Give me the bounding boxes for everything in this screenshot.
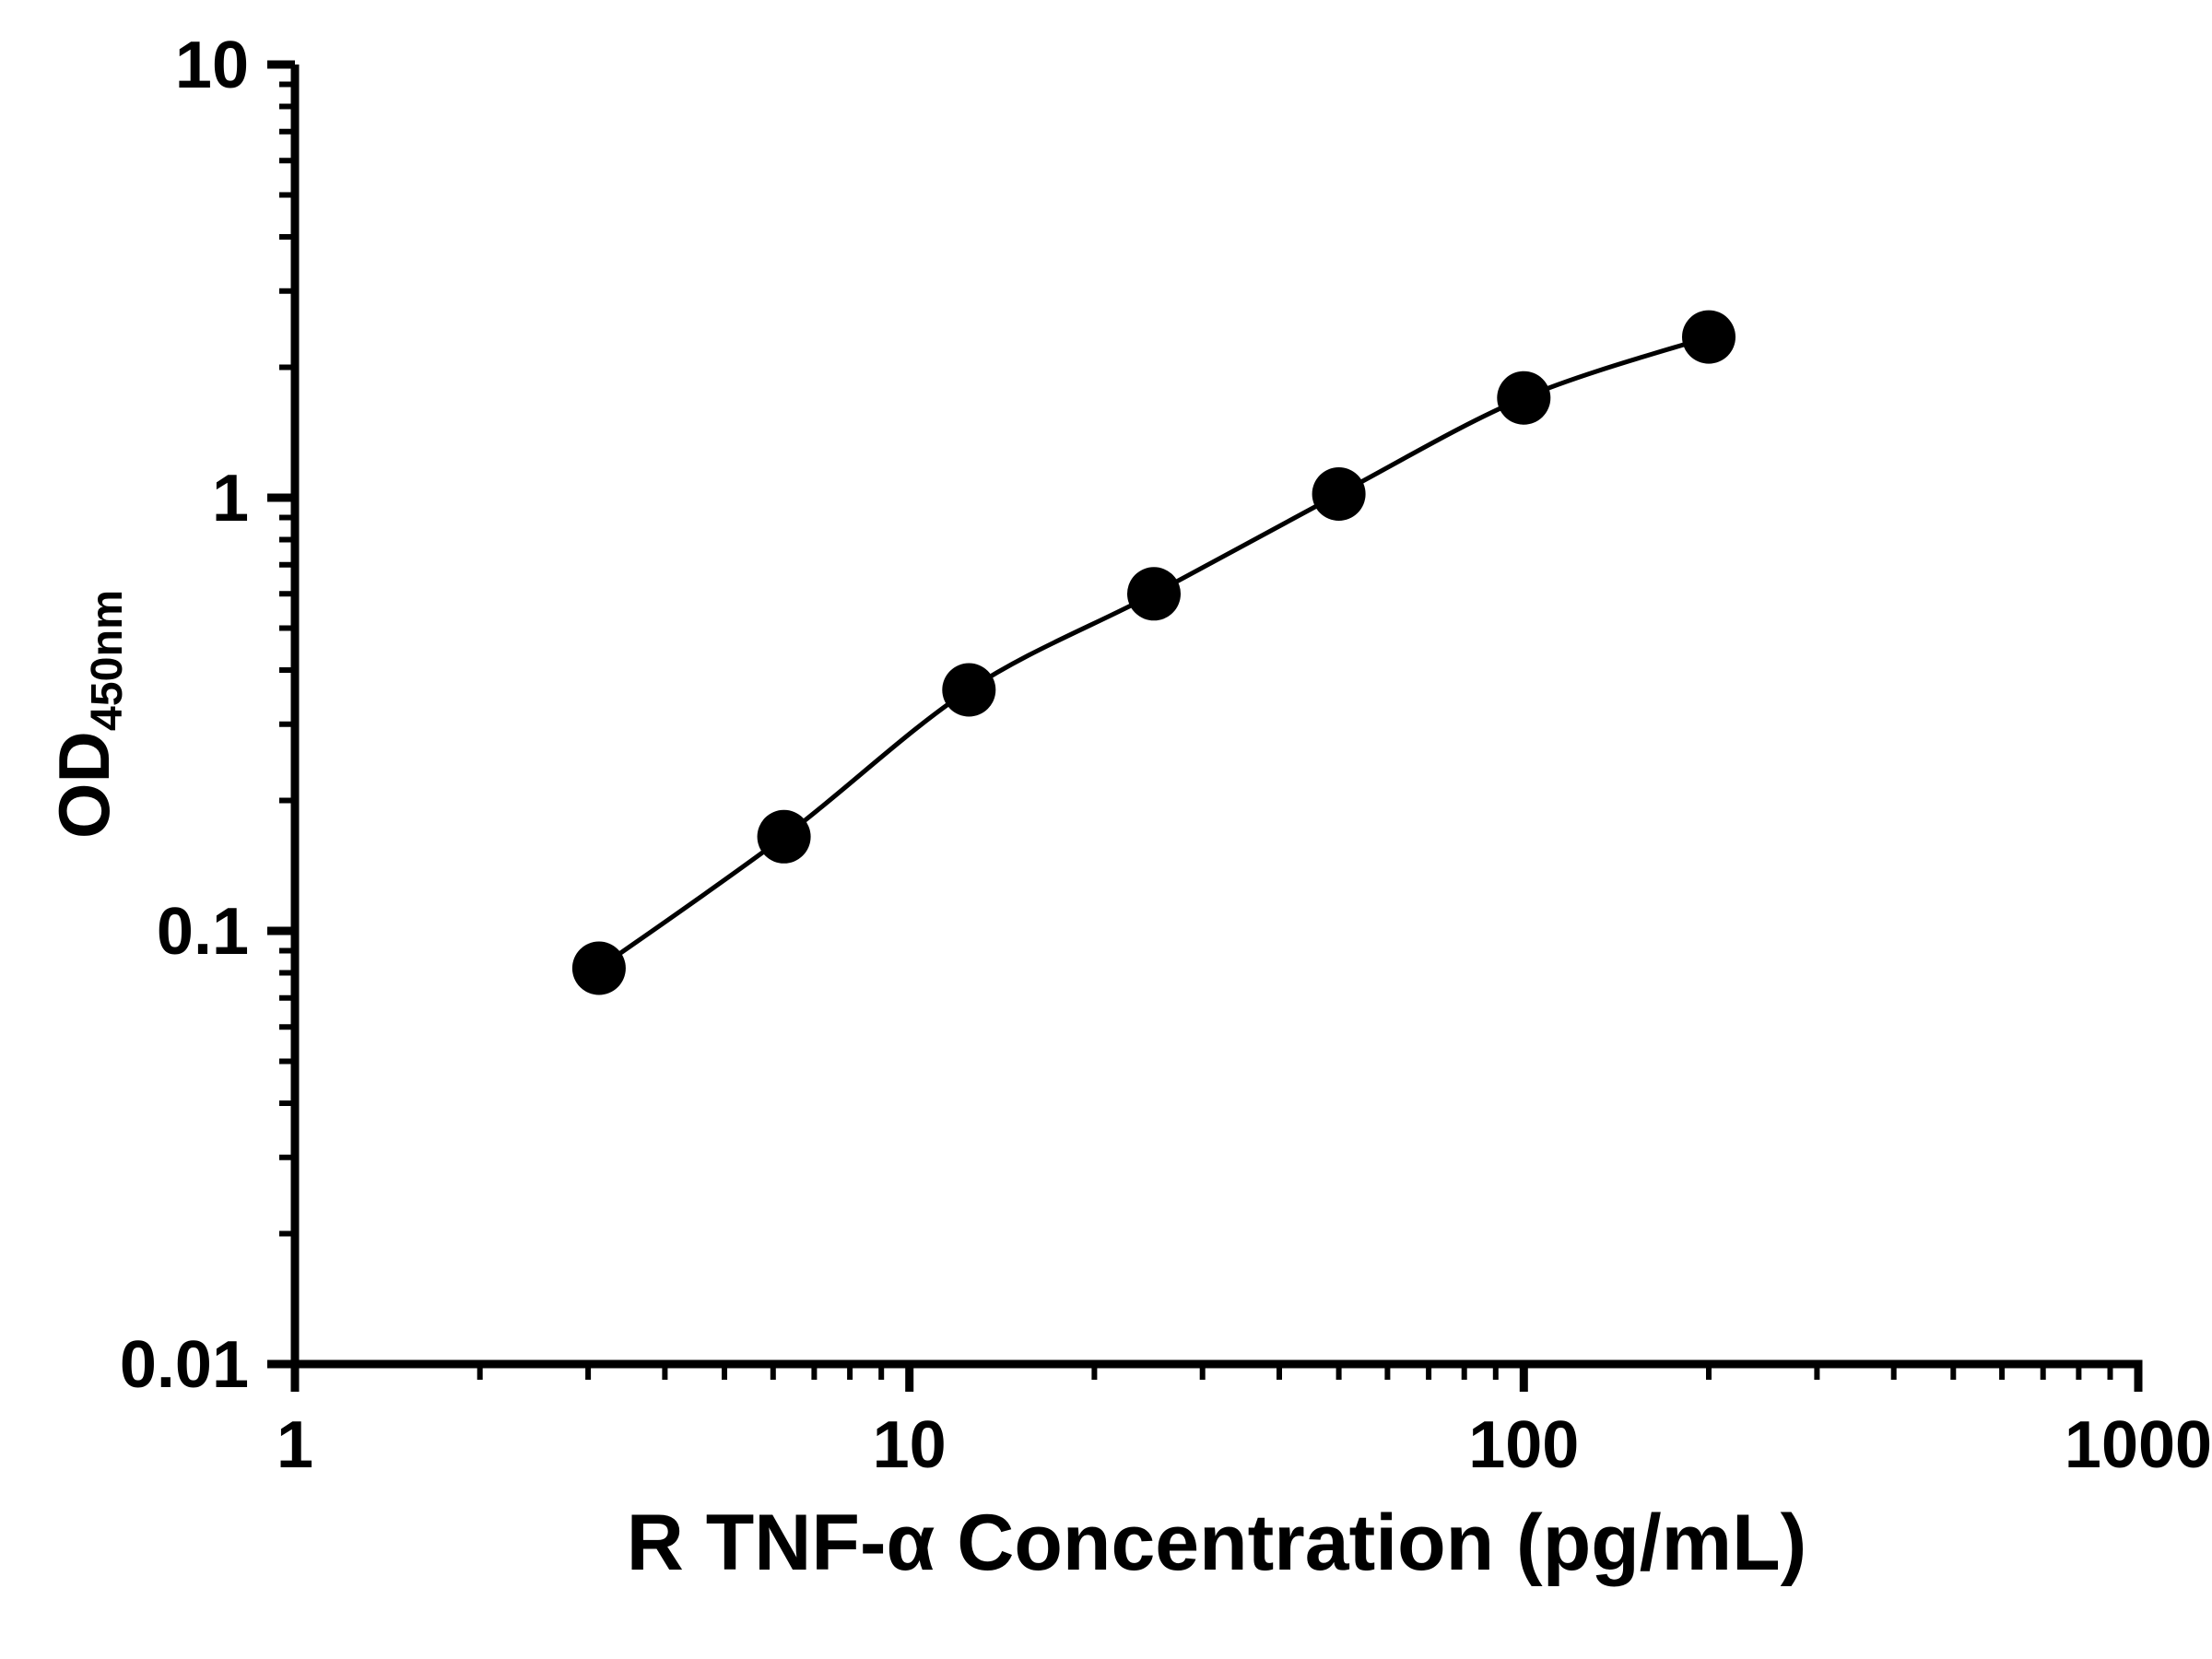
x-tick-label: 1000 [2065,1408,2212,1482]
x-tick-label: 100 [1468,1408,1579,1482]
data-point [1497,371,1551,425]
y-tick-label: 1 [212,462,249,535]
x-tick-label: 1 [276,1408,313,1482]
data-point [757,809,811,864]
y-tick-label: 0.1 [157,895,249,969]
x-axis-title: R TNF-α Concentration (pg/mL) [626,1499,1807,1587]
data-point [1682,310,1735,364]
data-point [1127,567,1181,621]
data-point [571,941,626,995]
data-point [1312,467,1366,521]
y-axis-title: OD450nm [42,590,133,839]
y-tick-label: 10 [175,29,249,102]
y-tick-label: 0.01 [120,1328,249,1402]
y-axis-title-subscript: 450nm [81,589,132,732]
y-axis-title-main: OD [43,731,125,840]
standard-curve [597,335,1710,971]
x-tick-label: 10 [873,1408,947,1482]
data-point [942,663,996,717]
